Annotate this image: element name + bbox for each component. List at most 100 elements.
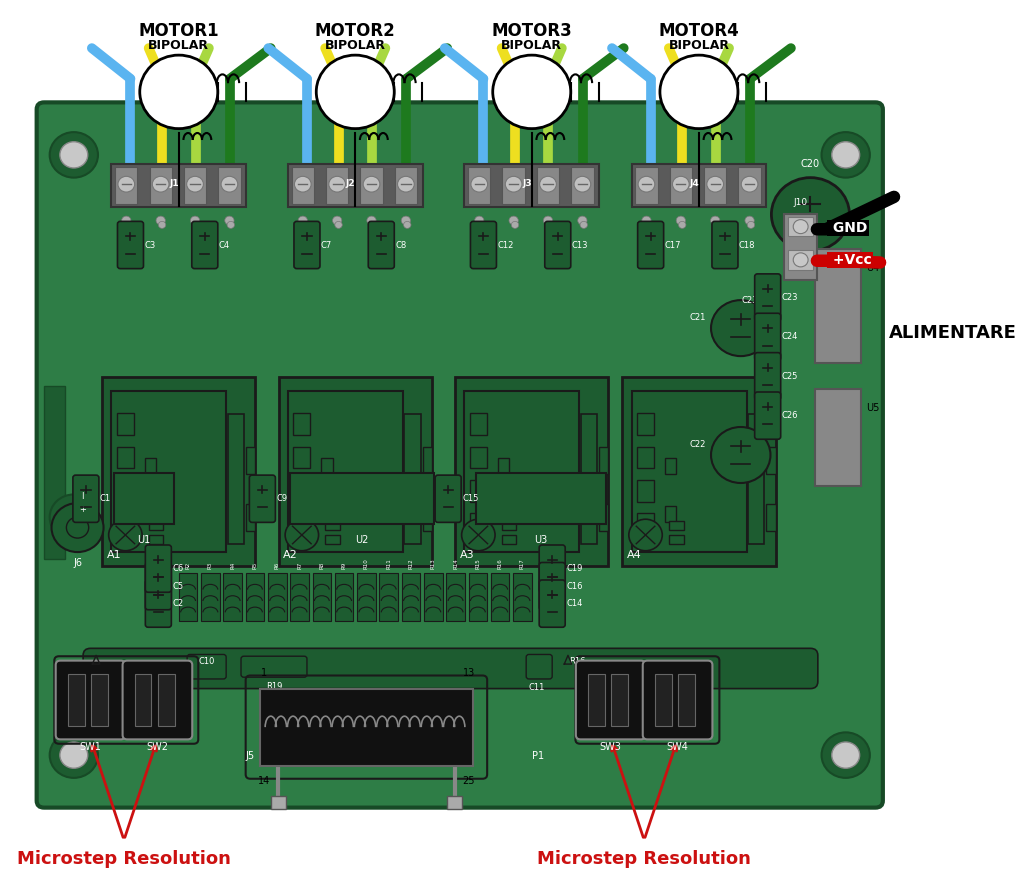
Circle shape	[574, 177, 591, 192]
Bar	[158, 674, 175, 726]
Text: C23: C23	[781, 293, 798, 302]
Bar	[588, 674, 604, 726]
Bar	[571, 167, 594, 204]
Text: +Vcc: +Vcc	[828, 253, 871, 267]
Bar	[380, 573, 398, 621]
Circle shape	[642, 216, 651, 225]
Text: J10: J10	[794, 199, 808, 207]
Bar	[490, 573, 510, 621]
Bar	[447, 796, 462, 809]
Text: U3: U3	[535, 535, 548, 544]
Text: R3: R3	[208, 563, 213, 570]
FancyBboxPatch shape	[526, 654, 552, 679]
Bar	[144, 506, 156, 522]
Text: BIPOLAR: BIPOLAR	[148, 39, 209, 52]
Circle shape	[190, 216, 200, 225]
FancyBboxPatch shape	[83, 648, 818, 689]
Text: R13: R13	[431, 559, 436, 570]
Circle shape	[744, 216, 755, 225]
Bar	[335, 573, 353, 621]
Circle shape	[471, 177, 487, 192]
Circle shape	[629, 519, 663, 550]
Bar	[678, 674, 694, 726]
Bar	[394, 167, 417, 204]
Bar	[360, 167, 383, 204]
Circle shape	[67, 517, 89, 538]
Bar	[270, 796, 286, 809]
Circle shape	[316, 55, 394, 129]
Circle shape	[364, 177, 380, 192]
Bar	[537, 167, 559, 204]
Text: C9: C9	[276, 494, 288, 503]
Bar	[294, 446, 310, 468]
Text: MOTOR4: MOTOR4	[658, 22, 739, 40]
Bar	[290, 473, 434, 524]
Bar	[465, 164, 599, 207]
Circle shape	[300, 221, 308, 228]
Text: BIPOLAR: BIPOLAR	[325, 39, 386, 52]
Bar	[184, 167, 206, 204]
Bar	[148, 521, 164, 529]
Circle shape	[544, 216, 553, 225]
Circle shape	[59, 742, 88, 768]
Bar	[288, 164, 423, 207]
Bar	[632, 164, 766, 207]
Text: R12: R12	[409, 559, 414, 570]
Text: R4: R4	[230, 563, 236, 570]
Circle shape	[713, 221, 720, 228]
Text: J3: J3	[522, 178, 531, 188]
Circle shape	[748, 221, 755, 228]
Circle shape	[580, 221, 588, 228]
FancyBboxPatch shape	[755, 274, 780, 321]
Text: SW1: SW1	[80, 742, 101, 752]
FancyBboxPatch shape	[191, 221, 218, 269]
FancyBboxPatch shape	[187, 654, 226, 679]
Text: J4: J4	[689, 178, 699, 188]
FancyBboxPatch shape	[55, 661, 125, 739]
FancyBboxPatch shape	[250, 475, 275, 522]
FancyBboxPatch shape	[118, 221, 143, 269]
Text: R19: R19	[266, 682, 283, 690]
Bar	[326, 167, 348, 204]
Text: R9: R9	[342, 563, 346, 570]
Circle shape	[707, 177, 724, 192]
Text: C16: C16	[566, 582, 583, 591]
Bar	[815, 389, 861, 486]
Circle shape	[50, 494, 98, 540]
Circle shape	[124, 221, 131, 228]
Bar	[503, 167, 524, 204]
Bar	[325, 521, 340, 529]
Text: I: I	[81, 493, 83, 501]
Bar	[705, 167, 726, 204]
Circle shape	[638, 177, 654, 192]
Circle shape	[493, 55, 570, 129]
Circle shape	[711, 216, 720, 225]
Text: R6: R6	[274, 563, 280, 570]
FancyBboxPatch shape	[712, 221, 738, 269]
Bar	[446, 573, 465, 621]
FancyBboxPatch shape	[470, 221, 497, 269]
Text: A3: A3	[460, 550, 474, 560]
Text: C22: C22	[689, 440, 706, 449]
Bar	[637, 413, 654, 435]
Bar	[135, 674, 152, 726]
Bar	[112, 164, 246, 207]
Bar	[465, 390, 580, 552]
Bar	[246, 447, 255, 473]
Bar	[68, 674, 85, 726]
Bar	[294, 413, 310, 435]
Bar	[599, 504, 608, 530]
Bar	[401, 573, 420, 621]
Bar	[115, 167, 137, 204]
Circle shape	[285, 519, 318, 550]
Text: C2: C2	[172, 599, 183, 608]
Bar	[223, 573, 242, 621]
Text: R16: R16	[569, 657, 586, 666]
Bar	[502, 521, 516, 529]
FancyBboxPatch shape	[145, 563, 171, 610]
Circle shape	[821, 732, 869, 778]
Bar	[635, 167, 657, 204]
Text: BIPOLAR: BIPOLAR	[502, 39, 562, 52]
Text: 13: 13	[463, 668, 475, 678]
Text: C3: C3	[144, 241, 156, 249]
